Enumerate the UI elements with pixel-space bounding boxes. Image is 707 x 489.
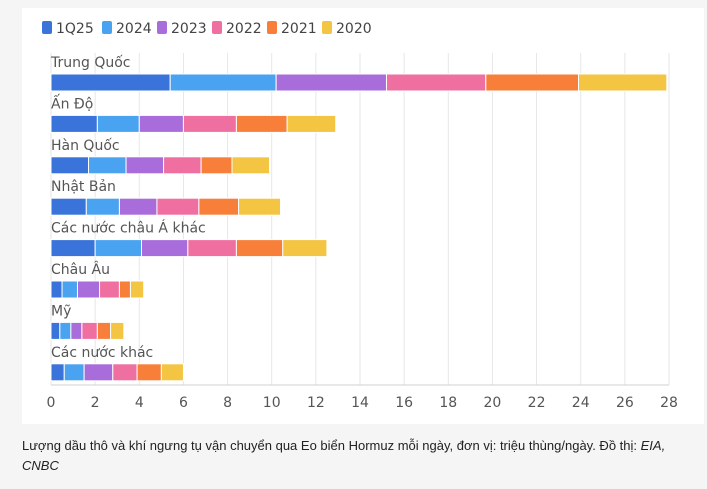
bar-segment bbox=[578, 73, 668, 92]
bar-segment bbox=[485, 73, 580, 92]
chart-caption: Lượng dầu thô và khí ngưng tụ vận chuyển… bbox=[22, 436, 702, 476]
category-label: Châu Âu bbox=[51, 260, 110, 278]
category-label: Hàn Quốc bbox=[51, 137, 120, 154]
bar-segment bbox=[198, 197, 240, 216]
x-tick-label: 12 bbox=[307, 395, 325, 411]
bar-segment bbox=[282, 239, 328, 258]
legend-label: 1Q25 bbox=[56, 21, 94, 37]
bar-segment bbox=[63, 363, 85, 382]
bar-segment bbox=[94, 239, 142, 258]
x-tick-label: 14 bbox=[351, 395, 369, 411]
bar-segment bbox=[160, 363, 184, 382]
x-axis: 0 2 4 6 8 10 12 14 16 18 20 22 24 26 28 bbox=[47, 384, 678, 411]
bar-segment bbox=[50, 73, 171, 92]
bar-segment bbox=[235, 114, 288, 133]
bar-segment bbox=[136, 363, 162, 382]
legend-swatch bbox=[212, 21, 222, 34]
bar-segment bbox=[200, 156, 233, 175]
bar-segment bbox=[110, 321, 125, 340]
x-tick-label: 6 bbox=[179, 395, 188, 411]
bar-segment bbox=[118, 197, 158, 216]
bar-segment bbox=[50, 321, 61, 340]
legend-label: 2024 bbox=[116, 21, 152, 37]
bar-segment bbox=[138, 114, 184, 133]
bar-segment bbox=[156, 197, 200, 216]
bar-segment bbox=[76, 280, 101, 299]
caption-source: EIA, CNBC bbox=[22, 438, 666, 473]
x-tick-label: 24 bbox=[572, 395, 590, 411]
bar-segment bbox=[99, 280, 120, 299]
bar-segment bbox=[83, 363, 114, 382]
bar-segment bbox=[96, 114, 140, 133]
legend-item[interactable]: 2022 bbox=[212, 21, 262, 37]
bar-segment bbox=[125, 156, 165, 175]
bar-segment bbox=[163, 156, 202, 175]
category-label: Các nước châu Á khác bbox=[51, 220, 206, 237]
legend-item[interactable]: 2023 bbox=[157, 21, 207, 37]
legend-item[interactable]: 1Q25 bbox=[42, 21, 94, 37]
bar-segment bbox=[129, 280, 145, 299]
bar-segment bbox=[235, 239, 284, 258]
x-tick-label: 0 bbox=[47, 395, 56, 411]
bar-segment bbox=[81, 321, 98, 340]
category-label: Mỹ bbox=[51, 303, 71, 319]
category-labels: Trung Quốc Ấn Độ Hàn Quốc Nhật Bản Các nước … bbox=[50, 54, 206, 361]
bar-segment bbox=[140, 239, 189, 258]
legend-label: 2021 bbox=[281, 21, 317, 37]
bar-segment bbox=[385, 73, 487, 92]
x-tick-label: 22 bbox=[528, 395, 546, 411]
x-tick-label: 2 bbox=[91, 395, 100, 411]
legend-label: 2022 bbox=[226, 21, 262, 37]
bar-segment bbox=[85, 197, 120, 216]
grid-layer bbox=[50, 53, 670, 385]
bar-segment bbox=[187, 239, 237, 258]
bars-layer bbox=[50, 73, 668, 382]
bar-segment bbox=[169, 73, 277, 92]
legend-item[interactable]: 2020 bbox=[322, 21, 372, 37]
legend-swatch bbox=[322, 21, 332, 34]
caption-text: Lượng dầu thô và khí ngưng tụ vận chuyển… bbox=[22, 438, 638, 453]
bar-segment bbox=[88, 156, 127, 175]
legend-item[interactable]: 2021 bbox=[267, 21, 317, 37]
bar-segment bbox=[50, 363, 65, 382]
bar-segment bbox=[50, 197, 87, 216]
x-tick-label: 20 bbox=[484, 395, 502, 411]
bar-segment bbox=[112, 363, 138, 382]
legend-swatch bbox=[102, 21, 112, 34]
legend-item[interactable]: 2024 bbox=[102, 21, 152, 37]
x-tick-label: 10 bbox=[263, 395, 281, 411]
bar-segment bbox=[182, 114, 237, 133]
legend-label: 2023 bbox=[171, 21, 207, 37]
category-label: Các nước khác bbox=[51, 345, 153, 361]
x-tick-label: 16 bbox=[395, 395, 413, 411]
bar-segment bbox=[50, 114, 98, 133]
category-label: Trung Quốc bbox=[50, 54, 131, 71]
bar-segment bbox=[231, 156, 271, 175]
x-tick-label: 28 bbox=[660, 395, 678, 411]
category-label: Ấn Độ bbox=[51, 93, 93, 112]
bar-segment bbox=[50, 280, 63, 299]
bar-segment bbox=[50, 239, 96, 258]
legend-swatch bbox=[42, 21, 52, 34]
x-tick-label: 26 bbox=[616, 395, 634, 411]
bar-segment bbox=[50, 156, 90, 175]
bar-segment bbox=[70, 321, 83, 340]
bar-segment bbox=[286, 114, 337, 133]
x-tick-label: 18 bbox=[439, 395, 457, 411]
x-tick-label: 4 bbox=[135, 395, 144, 411]
bar-segment bbox=[61, 280, 78, 299]
chart-card: 1Q25 2024 2023 2022 2021 2020 Trung Quốc Ấn Độ… bbox=[22, 8, 704, 424]
legend-label: 2020 bbox=[336, 21, 372, 37]
bar-segment bbox=[275, 73, 387, 92]
bar-segment bbox=[96, 321, 112, 340]
category-label: Nhật Bản bbox=[51, 179, 116, 195]
legend-swatch bbox=[267, 21, 277, 34]
bar-segment bbox=[59, 321, 72, 340]
x-tick-label: 8 bbox=[223, 395, 232, 411]
bar-segment bbox=[238, 197, 282, 216]
bar-segment bbox=[118, 280, 131, 299]
legend: 1Q25 2024 2023 2022 2021 2020 bbox=[42, 21, 372, 37]
legend-swatch bbox=[157, 21, 167, 34]
